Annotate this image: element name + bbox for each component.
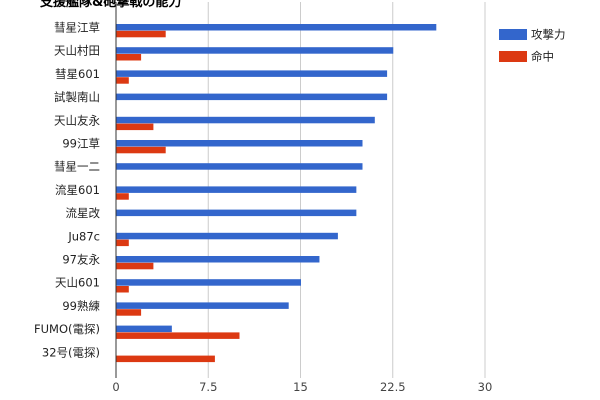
bar-attack <box>116 256 320 263</box>
bar-attack <box>116 232 338 240</box>
bar-attack <box>116 209 357 217</box>
bar-attack <box>116 279 301 286</box>
bar-accuracy <box>116 355 215 363</box>
category-label: 彗星一二 <box>54 160 100 174</box>
bar-accuracy <box>116 309 142 316</box>
legend-label: 命中 <box>531 50 554 64</box>
category-label: 試製南山 <box>54 90 100 104</box>
bar-accuracy <box>116 332 240 339</box>
category-label: 99江草 <box>62 137 100 151</box>
bar-attack <box>116 116 375 124</box>
legend-swatch <box>499 29 527 40</box>
category-label: 彗星江草 <box>54 21 100 35</box>
bar-attack <box>116 93 388 101</box>
chart-title: 支援艦隊&砲撃戦の能力 <box>40 0 182 10</box>
bar-accuracy <box>116 123 154 131</box>
bar-accuracy <box>116 262 154 270</box>
bar-attack <box>116 70 388 77</box>
category-label: 天山601 <box>55 276 100 290</box>
category-label: 流星改 <box>66 206 101 220</box>
bar-accuracy <box>116 146 166 154</box>
x-tick-label: 22.5 <box>380 380 406 394</box>
x-tick-label: 30 <box>478 380 493 394</box>
bar-accuracy <box>116 54 142 61</box>
category-label: 天山友永 <box>54 113 100 127</box>
legend-label: 攻撃力 <box>531 28 566 42</box>
x-axis-ticks: 0 7.5 15 22.5 30 <box>112 380 492 394</box>
category-label: 天山村田 <box>54 44 100 58</box>
bar-attack <box>116 24 437 31</box>
bar-accuracy <box>116 286 129 293</box>
category-label: 流星601 <box>55 183 100 197</box>
category-label: FUMO(電探) <box>34 322 100 336</box>
legend-swatch <box>499 51 527 62</box>
category-label: 32号(電探) <box>42 345 100 359</box>
bar-attack <box>116 140 363 147</box>
category-label: Ju87c <box>67 229 100 243</box>
bar-accuracy <box>116 30 166 38</box>
bars <box>116 24 437 363</box>
bar-attack <box>116 186 357 193</box>
gridlines <box>115 2 486 378</box>
bar-accuracy <box>116 193 129 200</box>
bar-attack <box>116 302 289 309</box>
bar-accuracy <box>116 77 129 84</box>
category-label: 97友永 <box>62 253 100 267</box>
x-tick-label: 15 <box>293 380 308 394</box>
x-tick-label: 0 <box>112 380 119 394</box>
bar-attack <box>116 47 394 54</box>
bar-attack <box>116 325 172 333</box>
category-label: 99熟練 <box>62 299 100 313</box>
bar-accuracy <box>116 239 129 247</box>
x-tick-label: 7.5 <box>199 380 217 394</box>
category-label: 彗星601 <box>55 67 100 81</box>
bar-attack <box>116 163 363 170</box>
